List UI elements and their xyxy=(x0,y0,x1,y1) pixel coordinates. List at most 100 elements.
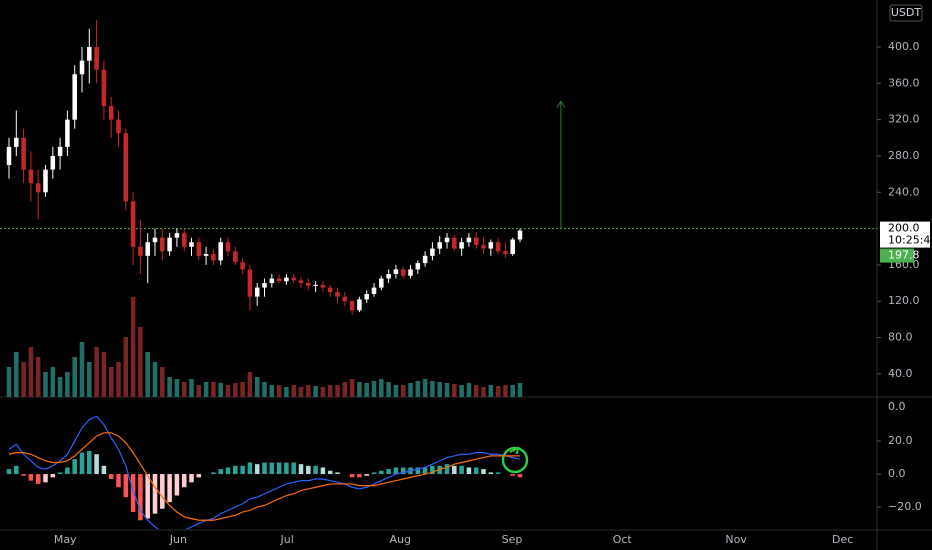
arrow-head xyxy=(556,100,566,108)
volume-bar xyxy=(138,327,143,397)
macd-line xyxy=(8,415,521,529)
histogram-bar xyxy=(357,474,362,478)
histogram-bar xyxy=(174,474,180,496)
histogram-bar xyxy=(6,469,12,475)
volume-bar xyxy=(415,381,421,397)
candle-body xyxy=(225,242,231,252)
volume-bar xyxy=(298,387,304,397)
volume-bar xyxy=(430,381,435,397)
candle-body xyxy=(452,237,457,249)
candle-body xyxy=(349,301,355,311)
histogram-bar xyxy=(298,464,304,475)
volume-bar xyxy=(21,362,26,397)
candle-body xyxy=(57,146,63,156)
volume-bar xyxy=(284,387,289,397)
volume-bar xyxy=(452,384,457,397)
volume-bar xyxy=(262,382,267,397)
candle-body xyxy=(247,269,253,297)
histogram-bar xyxy=(262,462,267,475)
histogram-bar xyxy=(437,465,442,475)
candle-body xyxy=(254,287,260,297)
histogram-bar xyxy=(138,474,143,521)
volume-bar xyxy=(152,362,158,397)
candle-body xyxy=(335,292,340,297)
volume-bar xyxy=(408,383,413,397)
histogram-bar xyxy=(444,464,450,475)
volume-bar xyxy=(379,379,384,397)
last-price-label: 197.8 xyxy=(888,249,920,262)
volume-bar xyxy=(357,382,362,397)
candle-body xyxy=(262,283,267,288)
volume-bar xyxy=(225,385,231,397)
histogram-bar xyxy=(364,474,369,476)
y-tick-label: 320.0 xyxy=(888,113,920,126)
histogram-bar xyxy=(276,462,282,475)
y-tick-label: 240.0 xyxy=(888,185,920,198)
candle-body xyxy=(488,242,494,249)
volume-bar xyxy=(28,347,34,397)
histogram-bar xyxy=(72,459,77,475)
histogram-bar xyxy=(495,472,501,475)
annotation-circle xyxy=(501,446,529,474)
candle-body xyxy=(444,237,450,243)
histogram-bar xyxy=(473,467,479,475)
candle-body xyxy=(327,287,333,293)
candle-body xyxy=(181,233,187,247)
plot: 40.080.0120.0160.0240.0280.0320.0360.040… xyxy=(0,19,932,546)
volume-bar xyxy=(233,383,238,397)
candle-body xyxy=(14,137,19,147)
candle-body xyxy=(79,60,85,75)
signal-line xyxy=(8,432,521,521)
histogram-bar xyxy=(189,474,194,483)
volume-bar xyxy=(466,383,472,397)
histogram-bar xyxy=(430,465,435,475)
volume-bar xyxy=(79,342,85,397)
histogram-bar xyxy=(306,465,311,475)
x-tick-label: Oct xyxy=(613,533,633,546)
volume-bar xyxy=(123,337,129,397)
histogram-bar xyxy=(254,464,260,475)
currency-box[interactable] xyxy=(889,4,923,22)
volume-bar xyxy=(269,385,275,397)
volume-bar xyxy=(276,385,282,397)
volume-bar xyxy=(35,357,41,397)
annotation-circle-tip xyxy=(509,446,520,455)
candle-body xyxy=(371,287,377,294)
candle-body xyxy=(495,242,501,252)
histogram-bar xyxy=(488,472,494,475)
histogram-bar xyxy=(510,474,515,476)
candle-body xyxy=(415,263,421,270)
y-tick-label: 280.0 xyxy=(888,149,920,162)
histogram-bar xyxy=(379,470,384,475)
histogram-bar xyxy=(94,454,99,475)
candle-body xyxy=(408,269,413,276)
histogram-bar xyxy=(371,472,377,475)
macd-tick-label: 20.0 xyxy=(888,434,913,447)
histogram-bar xyxy=(65,467,70,475)
candle-body xyxy=(233,251,238,263)
volume-bar xyxy=(108,367,114,397)
volume-bar xyxy=(291,385,296,397)
candle-body xyxy=(517,230,523,240)
volume-bar xyxy=(94,347,99,397)
candle-body xyxy=(357,299,362,311)
histogram-bar xyxy=(240,465,245,475)
histogram-bar xyxy=(481,469,486,475)
volume-bar xyxy=(160,367,165,397)
candle-body xyxy=(116,119,121,134)
histogram-bar xyxy=(50,474,56,478)
y-tick-label: 40.0 xyxy=(888,367,913,380)
y-tick-label: 400.0 xyxy=(888,40,920,53)
volume-bar xyxy=(488,385,494,397)
histogram-bar xyxy=(284,462,289,475)
candle-body xyxy=(306,283,311,286)
volume-bar xyxy=(14,352,19,397)
histogram-bar xyxy=(152,474,158,514)
volume-bar xyxy=(189,379,194,397)
currency-label[interactable]: USDT xyxy=(891,6,922,19)
volume-bar xyxy=(400,385,406,397)
histogram-bar xyxy=(167,474,172,503)
histogram-bar xyxy=(28,474,34,481)
histogram-bar xyxy=(21,474,26,476)
